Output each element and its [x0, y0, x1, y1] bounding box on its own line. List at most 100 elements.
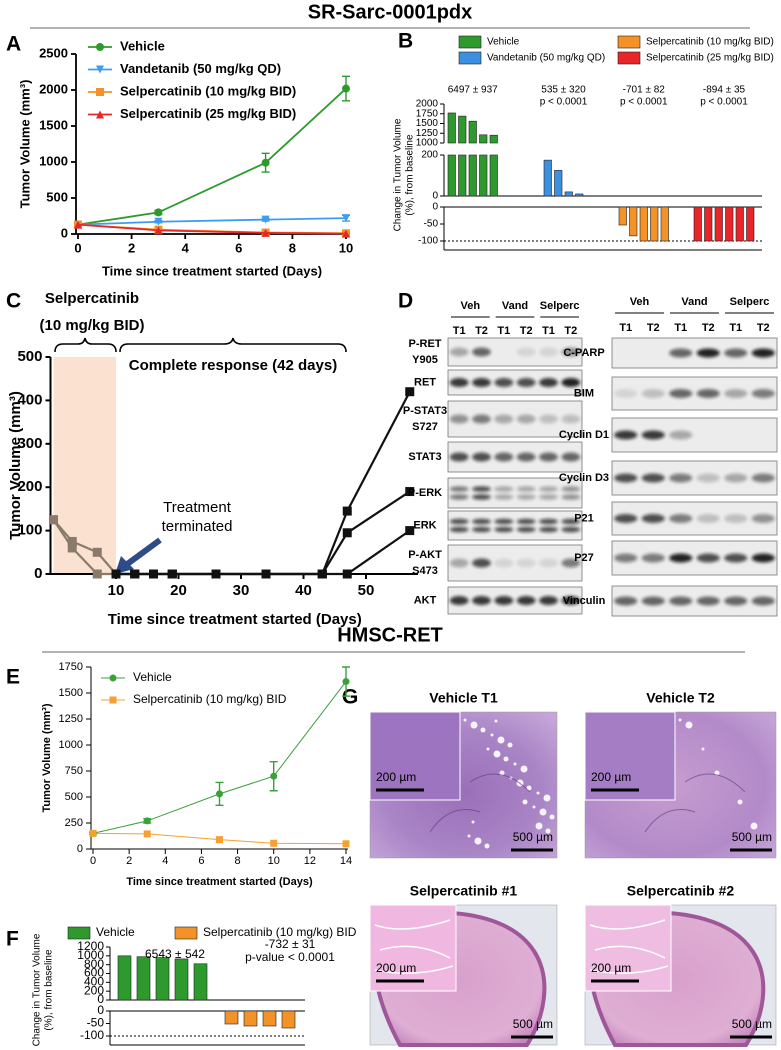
legend-swatch: [67, 926, 91, 940]
annotation: Complete response (42 days): [129, 357, 337, 374]
x-tick-label: 6: [198, 855, 204, 867]
y-tick-label: 200: [421, 150, 438, 161]
vacuole: [497, 736, 505, 744]
lane-label: T1: [729, 322, 742, 334]
y-tick-label: 500: [65, 791, 83, 803]
bar: [458, 115, 467, 144]
bar: [650, 206, 659, 242]
inset-scale-label: 200 µm: [591, 770, 631, 784]
annotation: 6497 ± 937: [448, 85, 498, 96]
band: [696, 348, 720, 358]
blot-strip: [447, 400, 583, 438]
band: [561, 518, 581, 525]
lane-label: T1: [542, 325, 555, 337]
brace: [119, 337, 347, 353]
inset: [584, 904, 672, 992]
annotation: (10 mg/kg BID): [39, 317, 144, 334]
legend-swatch: [174, 926, 198, 940]
group-label: Veh: [461, 300, 481, 312]
band: [449, 596, 469, 605]
x-tick-label: 10: [268, 855, 280, 867]
vacuole: [480, 727, 486, 733]
legend-label: Vandetanib (50 mg/kg QD): [120, 61, 281, 76]
band: [561, 596, 581, 605]
legend-swatch: [458, 51, 482, 65]
marker: [261, 215, 270, 224]
marker: [154, 226, 163, 235]
x-tick-label: 20: [170, 582, 187, 599]
vacuole: [467, 834, 471, 838]
marker: [109, 674, 117, 682]
marker: [405, 387, 415, 397]
series-line: [77, 217, 347, 226]
image-title: Vehicle T1: [429, 690, 498, 706]
x-tick-label: 2: [128, 240, 135, 255]
band: [614, 389, 638, 398]
vacuole: [549, 814, 555, 820]
marker: [92, 569, 102, 579]
band: [449, 414, 469, 424]
bar: [117, 955, 132, 1001]
legend-label: Selpercatinib (10 mg/kg) BID: [133, 692, 287, 706]
group-label: Vand: [502, 300, 528, 312]
marker: [342, 229, 350, 238]
y-axis-label: (%), from baseline: [405, 134, 416, 216]
panel-label: B: [398, 30, 413, 53]
vacuole: [701, 747, 705, 751]
bar: [575, 193, 584, 197]
marker: [342, 678, 350, 686]
legend-label: Vehicle: [487, 37, 520, 48]
annotation: -701 ± 82: [623, 85, 666, 96]
marker: [111, 569, 121, 579]
band: [516, 486, 536, 492]
marker: [405, 526, 415, 536]
band: [561, 526, 581, 533]
bar: [489, 154, 498, 197]
y-tick-label: 1500: [59, 687, 83, 699]
band: [696, 553, 720, 563]
band: [472, 452, 491, 462]
band: [494, 558, 514, 568]
marker: [342, 840, 350, 848]
band: [539, 452, 558, 462]
y-tick-label: -100: [80, 1028, 104, 1042]
y-tick-label: 2000: [416, 99, 439, 110]
band: [449, 452, 469, 462]
marker: [342, 528, 352, 538]
row-label: P-STAT3: [403, 405, 447, 417]
inset-scale-label: 200 µm: [591, 961, 631, 975]
band: [751, 553, 775, 563]
annotation: p < 0.0001: [540, 97, 588, 108]
y-tick-label: 0: [61, 225, 68, 240]
band: [669, 348, 693, 358]
lane-label: T2: [564, 325, 577, 337]
series-line: [116, 391, 411, 576]
y-tick-label: 1000: [39, 153, 68, 168]
marker: [270, 772, 278, 780]
vacuole: [532, 805, 536, 809]
band: [724, 473, 748, 483]
series-line: [77, 223, 347, 235]
y-tick-label: 1200: [77, 939, 104, 953]
band: [516, 558, 536, 568]
lane-label: T1: [453, 325, 466, 337]
band: [641, 389, 665, 398]
annotation: p < 0.0001: [620, 97, 668, 108]
marker: [261, 158, 270, 167]
bar: [725, 206, 734, 242]
y-tick-label: 800: [84, 957, 104, 971]
band: [696, 514, 720, 523]
group-label: Selperc: [730, 296, 770, 308]
series-line: [77, 87, 347, 226]
band: [449, 378, 469, 387]
vacuole: [494, 719, 498, 723]
legend-label: Selpercatinib (10 mg/kg BID): [120, 83, 296, 98]
shaded-region: [53, 357, 116, 574]
bar: [660, 206, 669, 242]
bar: [639, 206, 648, 242]
row-label: Cyclin D1: [559, 429, 609, 441]
band: [641, 596, 665, 606]
band: [724, 596, 748, 606]
band: [539, 518, 558, 525]
vacuole: [520, 765, 528, 773]
